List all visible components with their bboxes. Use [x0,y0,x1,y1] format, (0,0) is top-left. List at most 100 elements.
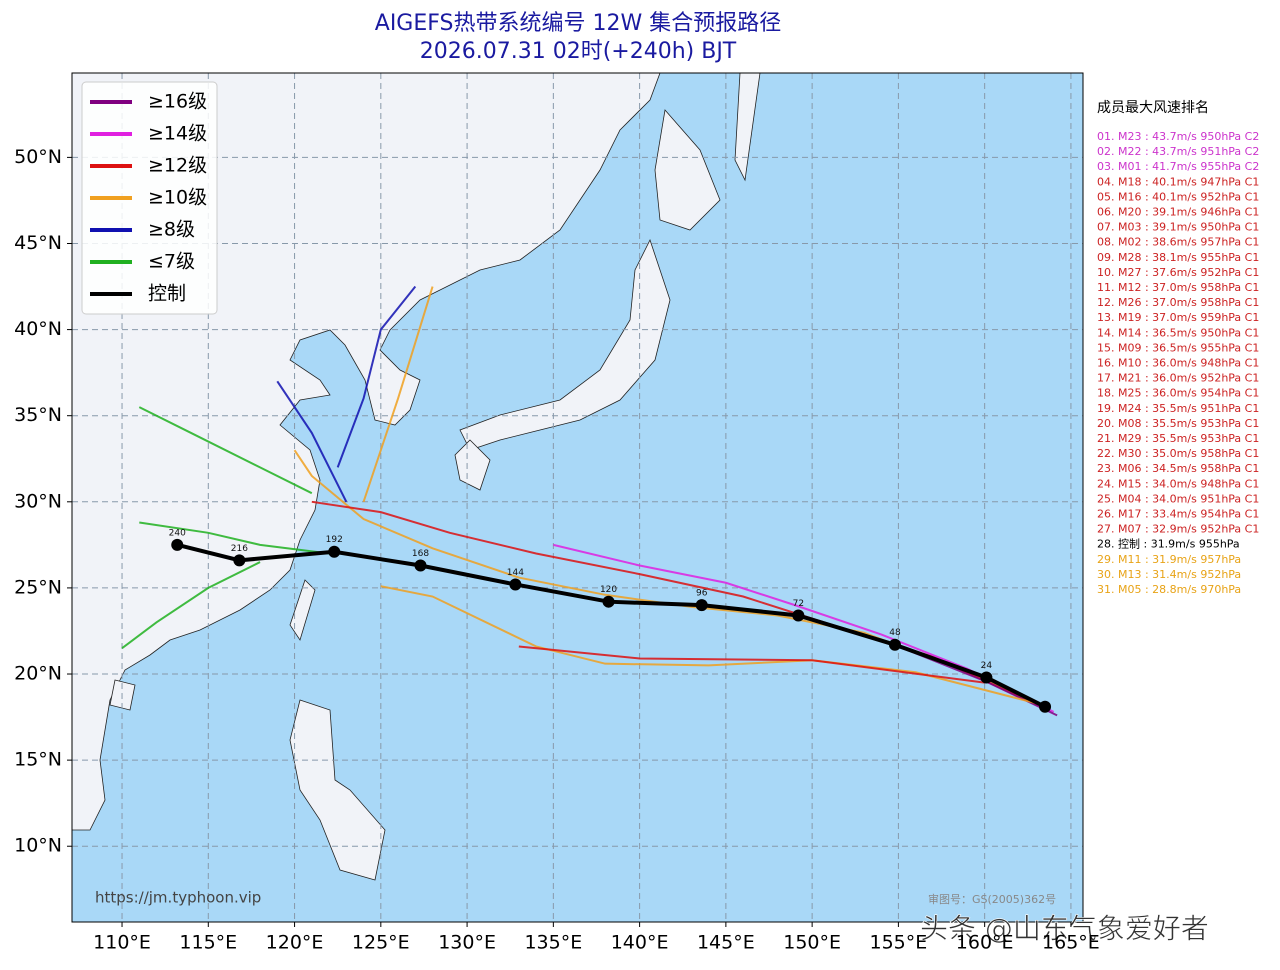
legend-label: ≤7级 [148,251,195,273]
x-tick-label: 110°E [93,932,151,954]
member-track [380,585,1037,705]
ranking-item: 28. 控制 : 31.9m/s 955hPa [1097,537,1240,551]
ranking-item: 24. M15 : 34.0m/s 948hPa C1 [1097,477,1259,490]
control-point [1039,700,1052,713]
y-tick-label: 50°N [14,146,62,168]
ranking-item: 15. M09 : 36.5m/s 955hPa C1 [1097,341,1259,354]
ranking-item: 30. M13 : 31.4m/s 952hPa [1097,568,1241,581]
legend-label: ≥14级 [148,123,207,145]
ranking-item: 04. M18 : 40.1m/s 947hPa C1 [1097,175,1259,188]
ranking-item: 22. M30 : 35.0m/s 958hPa C1 [1097,447,1259,460]
member-track [138,406,313,495]
member-track [518,645,985,684]
y-tick-label: 25°N [14,576,62,598]
y-tick-label: 10°N [14,835,62,857]
y-tick-label: 40°N [14,318,62,340]
hour-label: 96 [696,589,708,599]
ranking-item: 11. M12 : 37.0m/s 958hPa C1 [1097,281,1259,294]
legend-label: ≥10级 [148,187,207,209]
map: 240 216 192 168 144 120 96 72 48 24 [71,72,1084,923]
legend-label: ≥16级 [148,91,207,113]
x-tick-label: 140°E [611,932,669,954]
ranking-item: 29. M11 : 31.9m/s 957hPa [1097,553,1241,566]
control-point [602,595,615,608]
x-tick-label: 155°E [870,932,928,954]
x-tick-label: 135°E [524,932,582,954]
ranking-item: 31. M05 : 28.8m/s 970hPa [1097,583,1241,596]
ranking-item: 10. M27 : 37.6m/s 952hPa C1 [1097,266,1259,279]
hour-label: 216 [231,544,248,554]
control-point [414,559,427,572]
hour-label: 24 [981,661,993,671]
control-point [695,599,708,612]
ranking-item: 20. M08 : 35.5m/s 953hPa C1 [1097,417,1259,430]
hour-label: 120 [600,585,617,595]
hour-label: 48 [889,628,901,638]
control-point [233,554,246,567]
ranking-item: 18. M25 : 36.0m/s 954hPa C1 [1097,387,1259,400]
watermark: 头条 @山东气象爱好者 [920,912,1209,945]
ranking-item: 01. M23 : 43.7m/s 950hPa C2 [1097,130,1259,143]
ranking-item: 25. M04 : 34.0m/s 951hPa C1 [1097,492,1259,505]
hour-label: 144 [507,568,524,578]
x-tick-label: 120°E [266,932,324,954]
sakhalin [734,73,761,182]
y-tick-label: 35°N [14,404,62,426]
y-tick-label: 15°N [14,749,62,771]
approval: 审图号：GS(2005)362号 [928,892,1056,906]
ranking-item: 02. M22 : 43.7m/s 951hPa C2 [1097,145,1259,158]
member-track [362,286,434,503]
ranking-item: 06. M20 : 39.1m/s 946hPa C1 [1097,206,1259,219]
ranking-item: 14. M14 : 36.5m/s 950hPa C1 [1097,326,1259,339]
ranking-item: 09. M28 : 38.1m/s 955hPa C1 [1097,251,1259,264]
x-tick-label: 115°E [179,932,237,954]
y-tick-label: 30°N [14,490,62,512]
legend-label: 控制 [148,283,186,305]
hour-label: 192 [326,535,343,545]
member-track [336,285,417,468]
hokkaido [654,109,721,231]
control-point [509,578,522,591]
subtitle: 2026.07.31 02时(+240h) BJT [420,39,737,64]
ranking-item: 27. M07 : 32.9m/s 952hPa C1 [1097,523,1259,536]
ranking-item: 12. M26 : 37.0m/s 958hPa C1 [1097,296,1259,309]
x-tick-label: 125°E [352,932,410,954]
ranking-item: 13. M19 : 37.0m/s 959hPa C1 [1097,311,1259,324]
title: AIGEFS热带系统编号 12W 集合预报路径 [375,11,781,36]
ranking-item: 21. M29 : 35.5m/s 953hPa C1 [1097,432,1259,445]
ranking-item: 08. M02 : 38.6m/s 957hPa C1 [1097,236,1259,249]
x-tick-label: 145°E [697,932,755,954]
kyushu [454,439,491,491]
y-tick-label: 45°N [14,232,62,254]
control-point [888,638,901,651]
legend-box [81,81,218,315]
ranking-item: 23. M06 : 34.5m/s 958hPa C1 [1097,462,1259,475]
control-point [328,545,341,558]
ranking: 成员最大风速排名 01. M23 : 43.7m/s 950hPa C2 02. … [1097,100,1259,596]
legend-label: ≥12级 [148,155,207,177]
hour-label: 72 [793,599,804,609]
ranking-title: 成员最大风速排名 [1097,100,1209,116]
y-tick-label: 20°N [14,663,62,685]
frame [71,72,1084,923]
ranking-item: 07. M03 : 39.1m/s 950hPa C1 [1097,221,1259,234]
x-tick-label: 160°E [956,932,1014,954]
hour-label: 168 [412,549,429,559]
control-point [980,671,993,684]
ranking-item: 17. M21 : 36.0m/s 952hPa C1 [1097,372,1259,385]
mainland [72,73,661,831]
source-url: https://jm.typhoon.vip [95,889,261,907]
ranking-item: 05. M16 : 40.1m/s 952hPa C1 [1097,190,1259,203]
legend-label: ≥8级 [148,219,195,241]
x-tick-label: 150°E [783,932,841,954]
taiwan [289,579,316,641]
member-track [139,521,330,555]
ranking-item: 16. M10 : 36.0m/s 948hPa C1 [1097,357,1259,370]
philippines [289,699,386,881]
ranking-item: 19. M24 : 35.5m/s 951hPa C1 [1097,402,1259,415]
member-track [276,380,348,503]
x-tick-label: 130°E [438,932,496,954]
ranking-item: 26. M17 : 33.4m/s 954hPa C1 [1097,508,1259,521]
